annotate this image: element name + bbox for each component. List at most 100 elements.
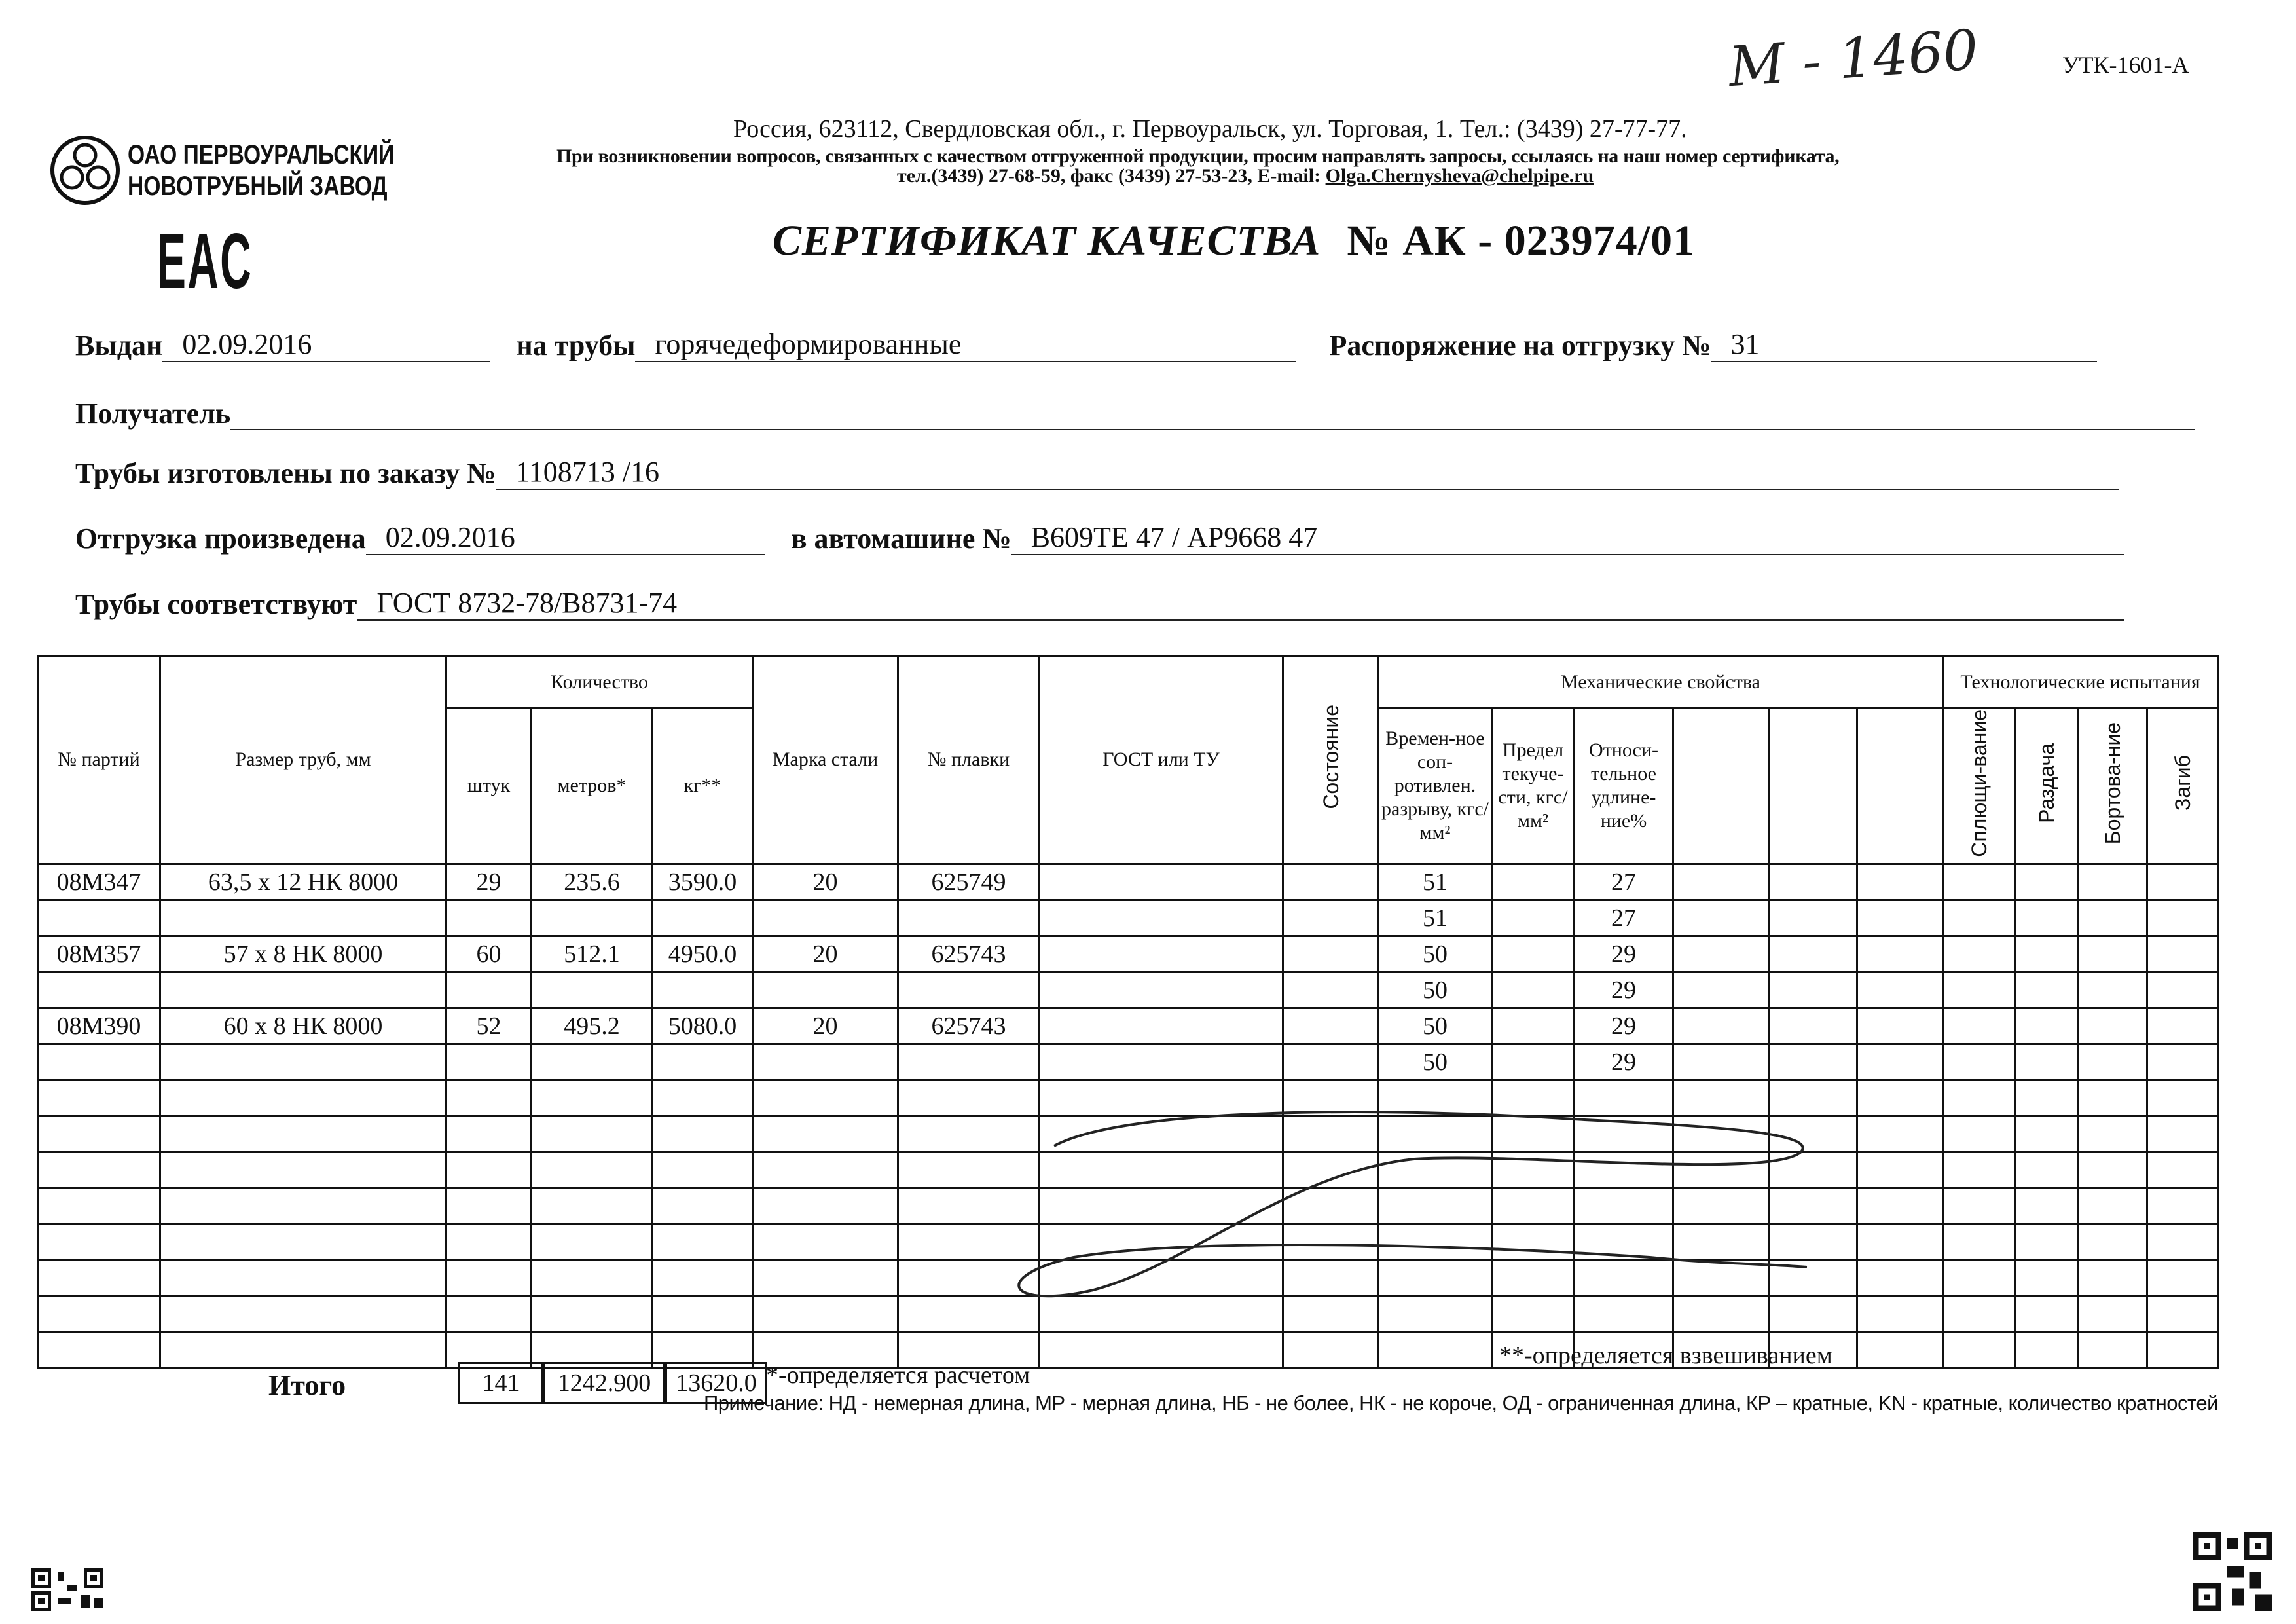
conformity-standard: ГОСТ 8732-78/В8731-74 bbox=[357, 586, 2125, 621]
shipment-row: Отгрузка произведена 02.09.2016 в автома… bbox=[75, 521, 2124, 555]
cell-pcs bbox=[445, 1187, 532, 1225]
cell-state bbox=[1282, 970, 1379, 1009]
header-elongation: Относи-тельное удлине-ние% bbox=[1573, 707, 1674, 865]
cell-e1 bbox=[1672, 1043, 1770, 1081]
header-heat: № плавки bbox=[897, 655, 1040, 865]
cell-state bbox=[1282, 1115, 1379, 1153]
form-code: УТК-1601-А bbox=[2062, 52, 2189, 78]
table-row bbox=[37, 1295, 2219, 1333]
cell-flatten bbox=[1942, 934, 2016, 973]
cell-kg bbox=[651, 1295, 754, 1333]
cell-bend bbox=[2146, 1115, 2219, 1153]
cell-expand bbox=[2014, 1006, 2079, 1045]
cell-elong: 29 bbox=[1573, 934, 1674, 973]
cell-elong bbox=[1573, 1295, 1674, 1333]
table-row bbox=[37, 1223, 2219, 1261]
cell-heat: 625743 bbox=[897, 1006, 1040, 1045]
cell-flange bbox=[2077, 1006, 2148, 1045]
cell-size bbox=[159, 970, 447, 1009]
cell-kg bbox=[651, 1223, 754, 1261]
cell-flatten bbox=[1942, 970, 2016, 1009]
cell-tensile bbox=[1377, 1187, 1493, 1225]
cell-e1 bbox=[1672, 1223, 1770, 1261]
cell-batch bbox=[37, 1115, 161, 1153]
issued-date: 02.09.2016 bbox=[162, 327, 490, 362]
cell-steel: 20 bbox=[752, 1006, 899, 1045]
cell-flange bbox=[2077, 970, 2148, 1009]
cell-tensile: 51 bbox=[1377, 898, 1493, 937]
cell-gost bbox=[1038, 1331, 1284, 1369]
table-row: 50 29 bbox=[37, 1043, 2219, 1081]
table-row bbox=[37, 1079, 2219, 1117]
cell-e1 bbox=[1672, 1006, 1770, 1045]
cell-heat bbox=[897, 1295, 1040, 1333]
cell-size: 60 х 8 НК 8000 bbox=[159, 1006, 447, 1045]
table-row: 51 27 bbox=[37, 898, 2219, 937]
cell-heat bbox=[897, 1223, 1040, 1261]
cell-size bbox=[159, 1223, 447, 1261]
cell-e2 bbox=[1768, 898, 1858, 937]
cell-batch bbox=[37, 1259, 161, 1297]
cell-flange bbox=[2077, 898, 2148, 937]
table-row bbox=[37, 1259, 2219, 1297]
cell-meters: 512.1 bbox=[530, 934, 653, 973]
cell-batch bbox=[37, 1223, 161, 1261]
cell-tensile: 50 bbox=[1377, 934, 1493, 973]
cell-kg bbox=[651, 1079, 754, 1117]
cell-pcs bbox=[445, 1115, 532, 1153]
cell-kg: 3590.0 bbox=[651, 862, 754, 901]
cell-meters bbox=[530, 1295, 653, 1333]
cell-steel bbox=[752, 1187, 899, 1225]
quality-table: № партий Размер труб, мм Количество Марк… bbox=[37, 655, 2219, 1369]
cell-e3 bbox=[1856, 1043, 1944, 1081]
cell-bend bbox=[2146, 1043, 2219, 1081]
cell-tensile bbox=[1377, 1079, 1493, 1117]
cell-meters: 495.2 bbox=[530, 1006, 653, 1045]
header-state: Состояние bbox=[1282, 655, 1379, 865]
cell-steel bbox=[752, 1043, 899, 1081]
cell-e2 bbox=[1768, 862, 1858, 901]
cell-expand bbox=[2014, 1043, 2079, 1081]
cell-tensile bbox=[1377, 1115, 1493, 1153]
cell-state bbox=[1282, 1079, 1379, 1117]
cell-gost bbox=[1038, 1295, 1284, 1333]
header-batch: № партий bbox=[37, 655, 161, 865]
cell-e1 bbox=[1672, 1187, 1770, 1225]
cell-yield bbox=[1491, 1151, 1575, 1189]
cell-pcs: 60 bbox=[445, 934, 532, 973]
email-link[interactable]: Olga.Chernysheva@chelpipe.ru bbox=[1325, 165, 1594, 187]
cell-bend bbox=[2146, 1006, 2219, 1045]
cell-batch bbox=[37, 1331, 161, 1369]
cell-gost bbox=[1038, 970, 1284, 1009]
cell-e3 bbox=[1856, 934, 1944, 973]
cell-heat bbox=[897, 1151, 1040, 1189]
cell-flange bbox=[2077, 1259, 2148, 1297]
cell-e1 bbox=[1672, 1079, 1770, 1117]
cell-bend bbox=[2146, 1259, 2219, 1297]
cell-pcs bbox=[445, 898, 532, 937]
header-bend: Загиб bbox=[2146, 707, 2219, 865]
cell-steel bbox=[752, 1331, 899, 1369]
cell-kg bbox=[651, 1259, 754, 1297]
order-number: 1108713 /16 bbox=[496, 455, 2120, 490]
cell-tensile: 50 bbox=[1377, 970, 1493, 1009]
cell-batch bbox=[37, 1043, 161, 1081]
cell-e1 bbox=[1672, 1151, 1770, 1189]
cell-steel bbox=[752, 1151, 899, 1189]
cell-yield bbox=[1491, 1223, 1575, 1261]
cell-flatten bbox=[1942, 1259, 2016, 1297]
cell-flange bbox=[2077, 1079, 2148, 1117]
cell-meters: 235.6 bbox=[530, 862, 653, 901]
cell-batch bbox=[37, 1295, 161, 1333]
cell-e2 bbox=[1768, 934, 1858, 973]
shipping-order-number: 31 bbox=[1711, 327, 2098, 362]
cell-e2 bbox=[1768, 1079, 1858, 1117]
cell-yield bbox=[1491, 1006, 1575, 1045]
certificate-number: № АК - 023974/01 bbox=[1347, 217, 1696, 265]
cell-gost bbox=[1038, 862, 1284, 901]
cell-e2 bbox=[1768, 1151, 1858, 1189]
cell-gost bbox=[1038, 934, 1284, 973]
cell-flange bbox=[2077, 1295, 2148, 1333]
cell-e3 bbox=[1856, 862, 1944, 901]
cell-expand bbox=[2014, 1151, 2079, 1189]
